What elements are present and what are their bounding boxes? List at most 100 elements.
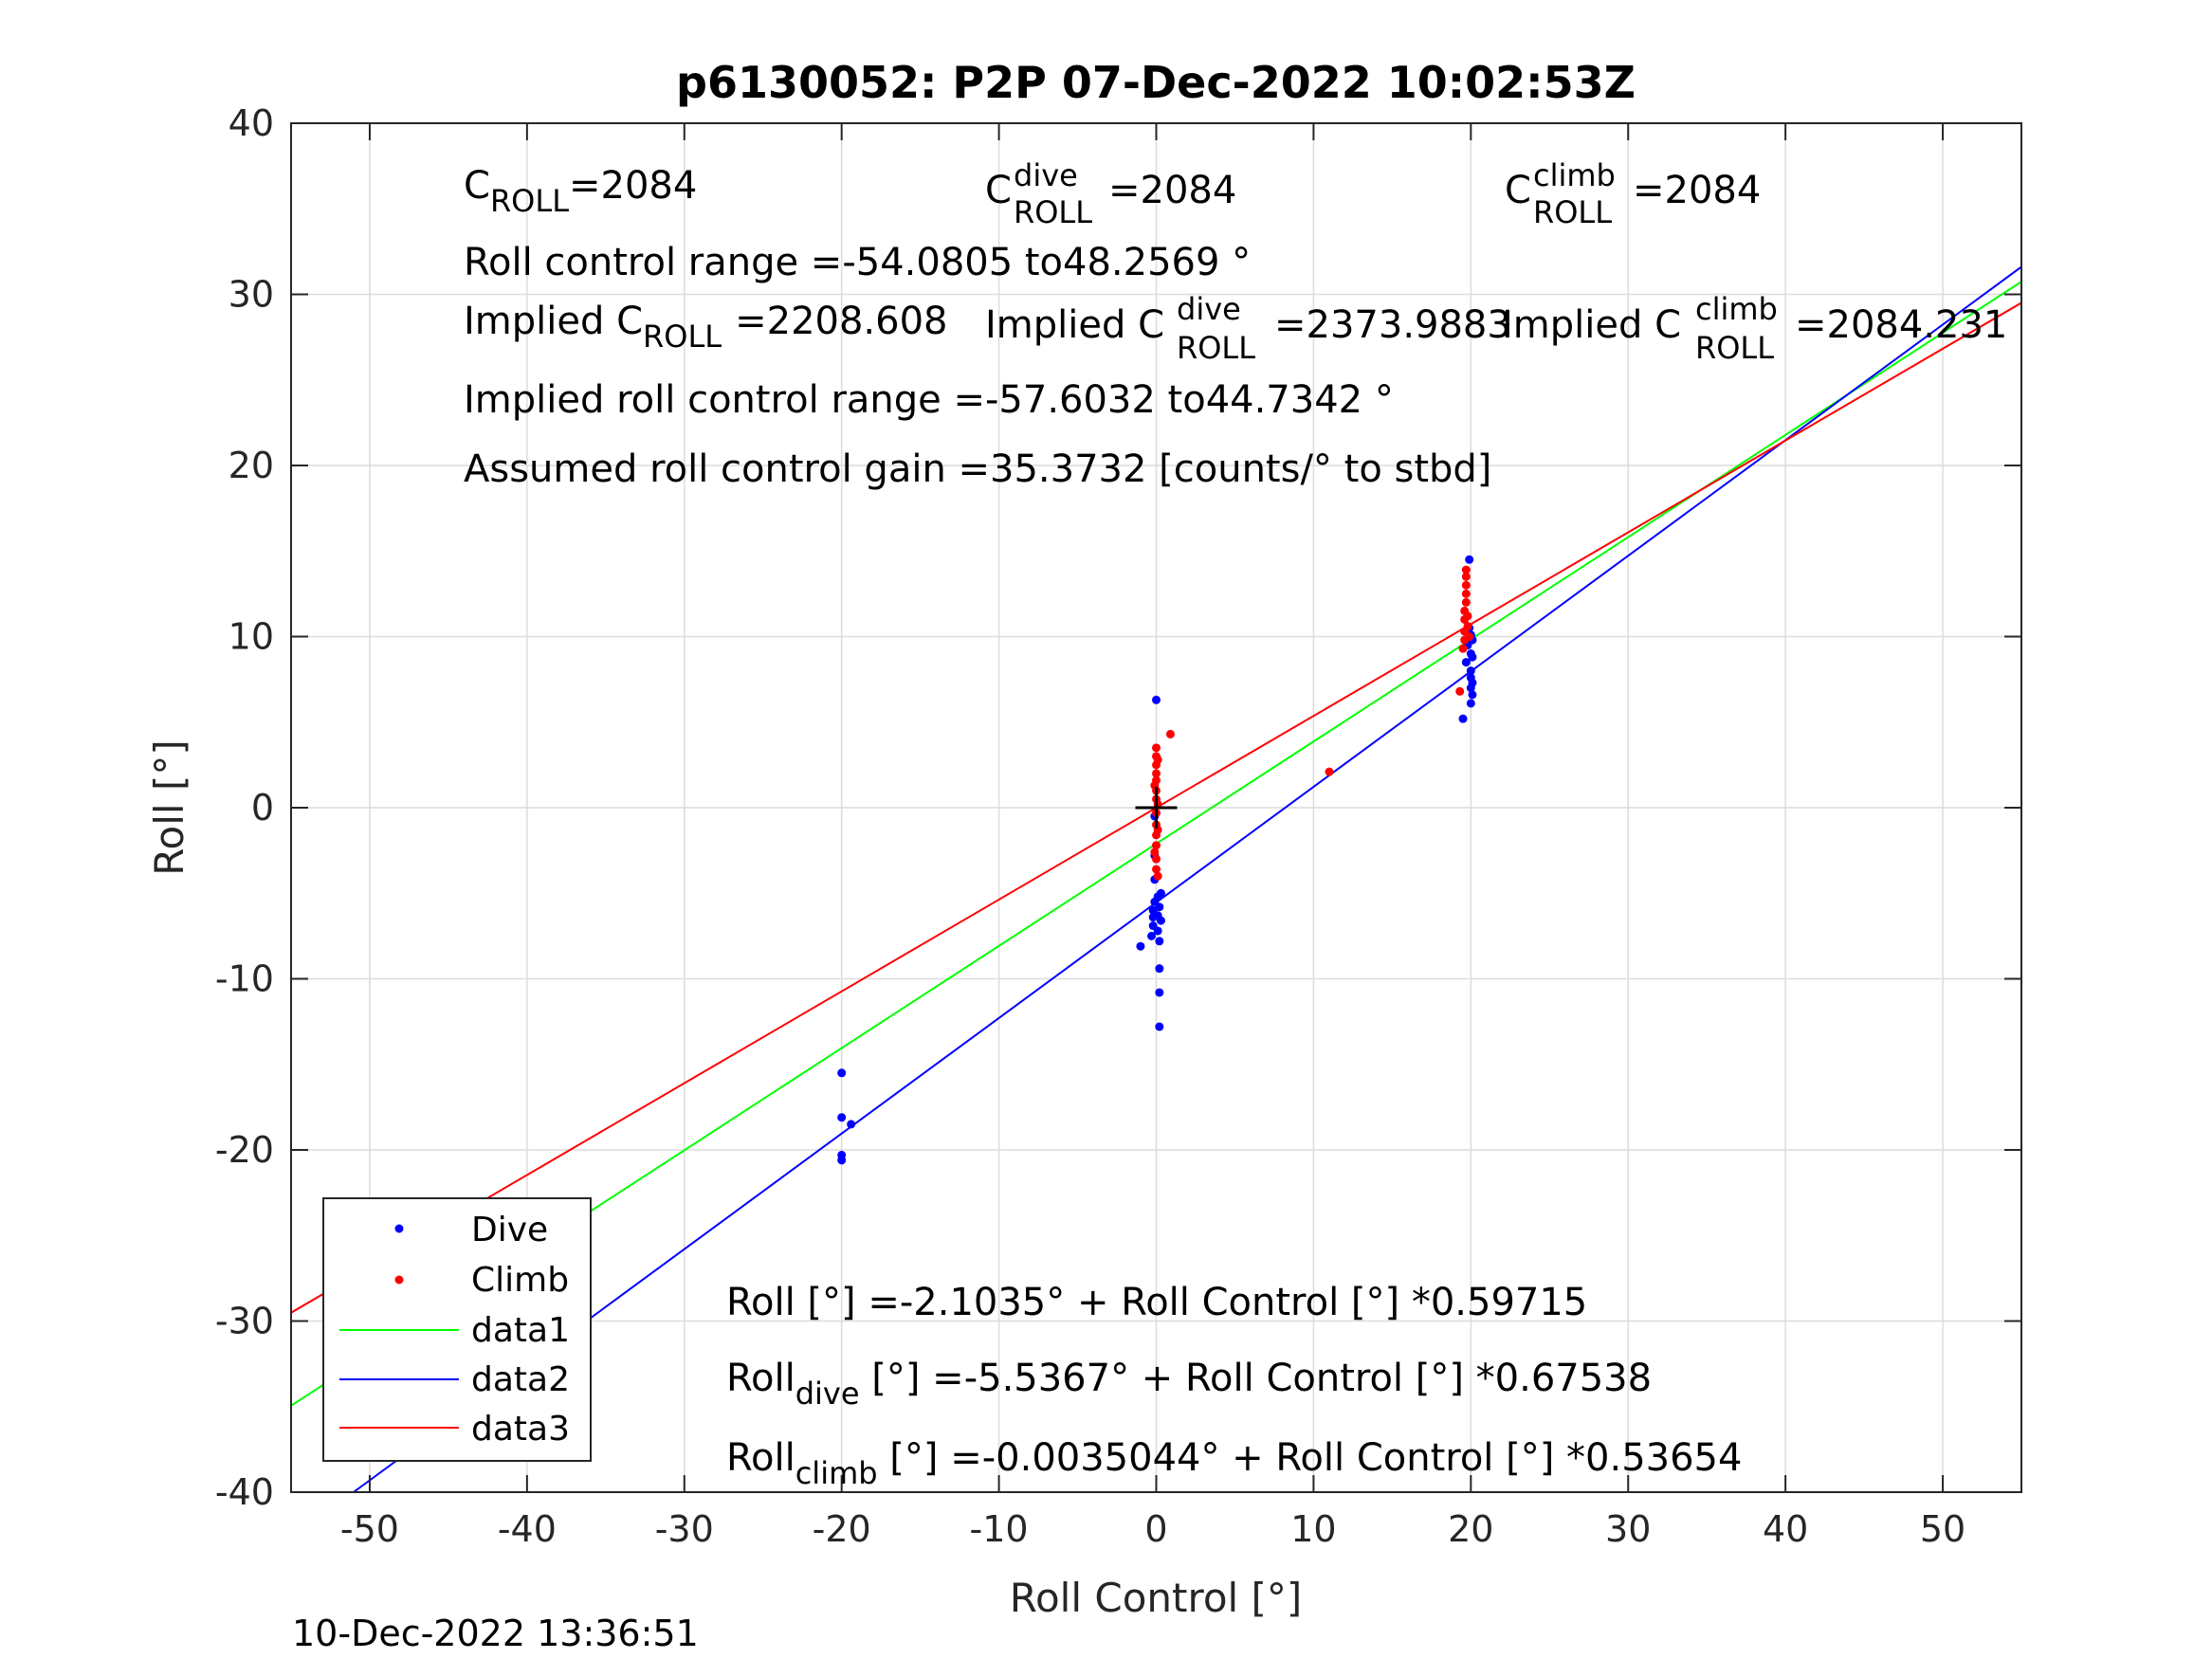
implied-c-dive-value: =2373.9883 — [1274, 303, 1511, 347]
legend: Dive Climb data1 data2 data3 — [322, 1197, 592, 1462]
y-axis-label: Roll [°] — [146, 739, 192, 875]
data-point-climb — [1465, 632, 1474, 641]
x-axis-label: Roll Control [°] — [1010, 1575, 1303, 1621]
c-dive-annotation-value: =2084 — [1108, 169, 1236, 212]
data-point-dive — [837, 1068, 847, 1078]
x-tick-label: -40 — [498, 1508, 557, 1550]
fit-all: Roll [°] =-2.1035° + Roll Control [°] *0… — [726, 1281, 1587, 1324]
data-point-dive — [1468, 678, 1477, 687]
fit-climb: Rollclimb [°] =-0.0035044° + Roll Contro… — [726, 1436, 1742, 1491]
data-point-climb — [1152, 841, 1161, 850]
data-point-dive — [1155, 1022, 1164, 1031]
data-point-climb — [1461, 565, 1471, 574]
data-point-dive — [1156, 888, 1165, 898]
roll-control-range: Roll control range =-54.0805 to48.2569 ° — [464, 241, 1251, 284]
x-tick-label: 0 — [1144, 1508, 1167, 1550]
data-point-dive — [1155, 964, 1164, 974]
x-tick-label: 30 — [1605, 1508, 1651, 1550]
x-tick-label: 50 — [1920, 1508, 1965, 1550]
data-point-dive — [837, 1113, 847, 1122]
x-tick-label: 20 — [1448, 1508, 1493, 1550]
data-point-dive — [1466, 699, 1475, 708]
data-point-climb — [1165, 729, 1175, 738]
data-point-dive — [1155, 988, 1164, 997]
data-point-dive — [1147, 931, 1157, 940]
data-point-dive — [1152, 695, 1161, 704]
data-point-dive — [1468, 690, 1477, 700]
implied-c-climb-value: =2084.231 — [1795, 303, 2007, 347]
c-dive-annotation-sup: dive — [1014, 157, 1078, 193]
y-tick-label: 20 — [229, 445, 274, 486]
implied-c-climb-sup: climb — [1695, 291, 1778, 327]
legend-label-data2: data2 — [471, 1360, 570, 1399]
implied-c-dive-main: Implied C — [985, 303, 1164, 347]
fit-annotations: Roll [°] =-2.1035° + Roll Control [°] *0… — [726, 1281, 1742, 1491]
x-tick-label: -20 — [813, 1508, 871, 1550]
x-tick-label: -10 — [970, 1508, 1029, 1550]
y-tick-label: 10 — [229, 616, 274, 658]
data-point-dive — [1465, 555, 1474, 564]
x-tick-label: 40 — [1763, 1508, 1808, 1550]
implied-c-dive-sub: ROLL — [1177, 330, 1255, 366]
data-point-dive — [1155, 937, 1164, 946]
c-dive-annotation-main: C — [985, 169, 1012, 212]
assumed-roll-control-gain: Assumed roll control gain =35.3732 [coun… — [464, 447, 1491, 491]
y-tick-label: 40 — [229, 102, 274, 144]
x-tick-label: -30 — [655, 1508, 714, 1550]
c-dive-annotation-sub: ROLL — [1014, 194, 1092, 230]
y-tick-label: 30 — [229, 274, 274, 316]
data-point-dive — [1466, 666, 1475, 676]
data-point-climb — [1325, 767, 1334, 776]
legend-label-climb: Climb — [471, 1261, 569, 1300]
legend-marker-dive — [394, 1224, 404, 1233]
timestamp: 10-Dec-2022 13:36:51 — [292, 1613, 699, 1654]
data-point-climb — [1461, 597, 1471, 607]
implied-c-roll-annotation: Implied CROLL =2208.608 — [464, 300, 947, 355]
data-point-climb — [1458, 644, 1468, 653]
data-point-dive — [1153, 926, 1162, 936]
c-climb-annotation-value: =2084 — [1633, 169, 1761, 212]
legend-marker-climb — [394, 1275, 404, 1285]
implied-c-climb-sub: ROLL — [1695, 330, 1774, 366]
y-tick-label: 0 — [251, 787, 274, 829]
data-point-dive — [1156, 916, 1165, 925]
data-point-climb — [1152, 854, 1161, 864]
data-point-dive — [1148, 913, 1158, 922]
data-point-dive — [1155, 902, 1164, 912]
data-point-dive — [1458, 714, 1468, 723]
legend-label-dive: Dive — [471, 1211, 548, 1249]
y-tick-label: -30 — [215, 1301, 274, 1342]
implied-c-climb-main: Implied C — [1502, 303, 1681, 347]
c-roll-annotation: CROLL=2084 — [464, 164, 697, 219]
data-point-dive — [1461, 658, 1471, 667]
chart-title: p6130052: P2P 07-Dec-2022 10:02:53Z — [676, 57, 1636, 108]
x-tick-label: 10 — [1290, 1508, 1336, 1550]
data-point-dive — [1136, 941, 1145, 951]
legend-label-data1: data1 — [471, 1311, 570, 1350]
data-point-climb — [1152, 743, 1161, 753]
implied-c-dive-sup: dive — [1177, 291, 1241, 327]
data-point-dive — [837, 1156, 847, 1165]
data-point-climb — [1152, 865, 1161, 874]
top-annotations: CROLL=2084 C dive ROLL =2084 C climb ROL… — [464, 157, 2007, 491]
data-point-climb — [1150, 848, 1160, 857]
c-climb-annotation-main: C — [1505, 169, 1531, 212]
data-point-climb — [1153, 755, 1162, 764]
data-point-climb — [1455, 686, 1465, 696]
data-point-climb — [1461, 572, 1471, 581]
data-point-climb — [1152, 769, 1161, 778]
legend-label-data3: data3 — [471, 1410, 570, 1449]
data-point-climb — [1461, 580, 1471, 590]
data-point-climb — [1461, 589, 1471, 598]
axis-ticks: -50 -40 -30 -20 -10 0 10 20 30 40 50 -40 -30 -20 -10 0 1… — [215, 102, 2021, 1550]
fit-dive: Rolldive [°] =-5.5367° + Roll Control [°… — [726, 1357, 1652, 1412]
data-point-climb — [1463, 611, 1472, 621]
c-climb-annotation-sub: ROLL — [1533, 194, 1612, 230]
data-point-dive — [847, 1120, 856, 1129]
x-tick-label: -50 — [340, 1508, 399, 1550]
y-tick-label: -10 — [215, 958, 274, 1000]
implied-roll-control-range: Implied roll control range =-57.6032 to4… — [464, 378, 1394, 422]
y-tick-label: -40 — [215, 1471, 274, 1513]
y-tick-label: -20 — [215, 1129, 274, 1171]
